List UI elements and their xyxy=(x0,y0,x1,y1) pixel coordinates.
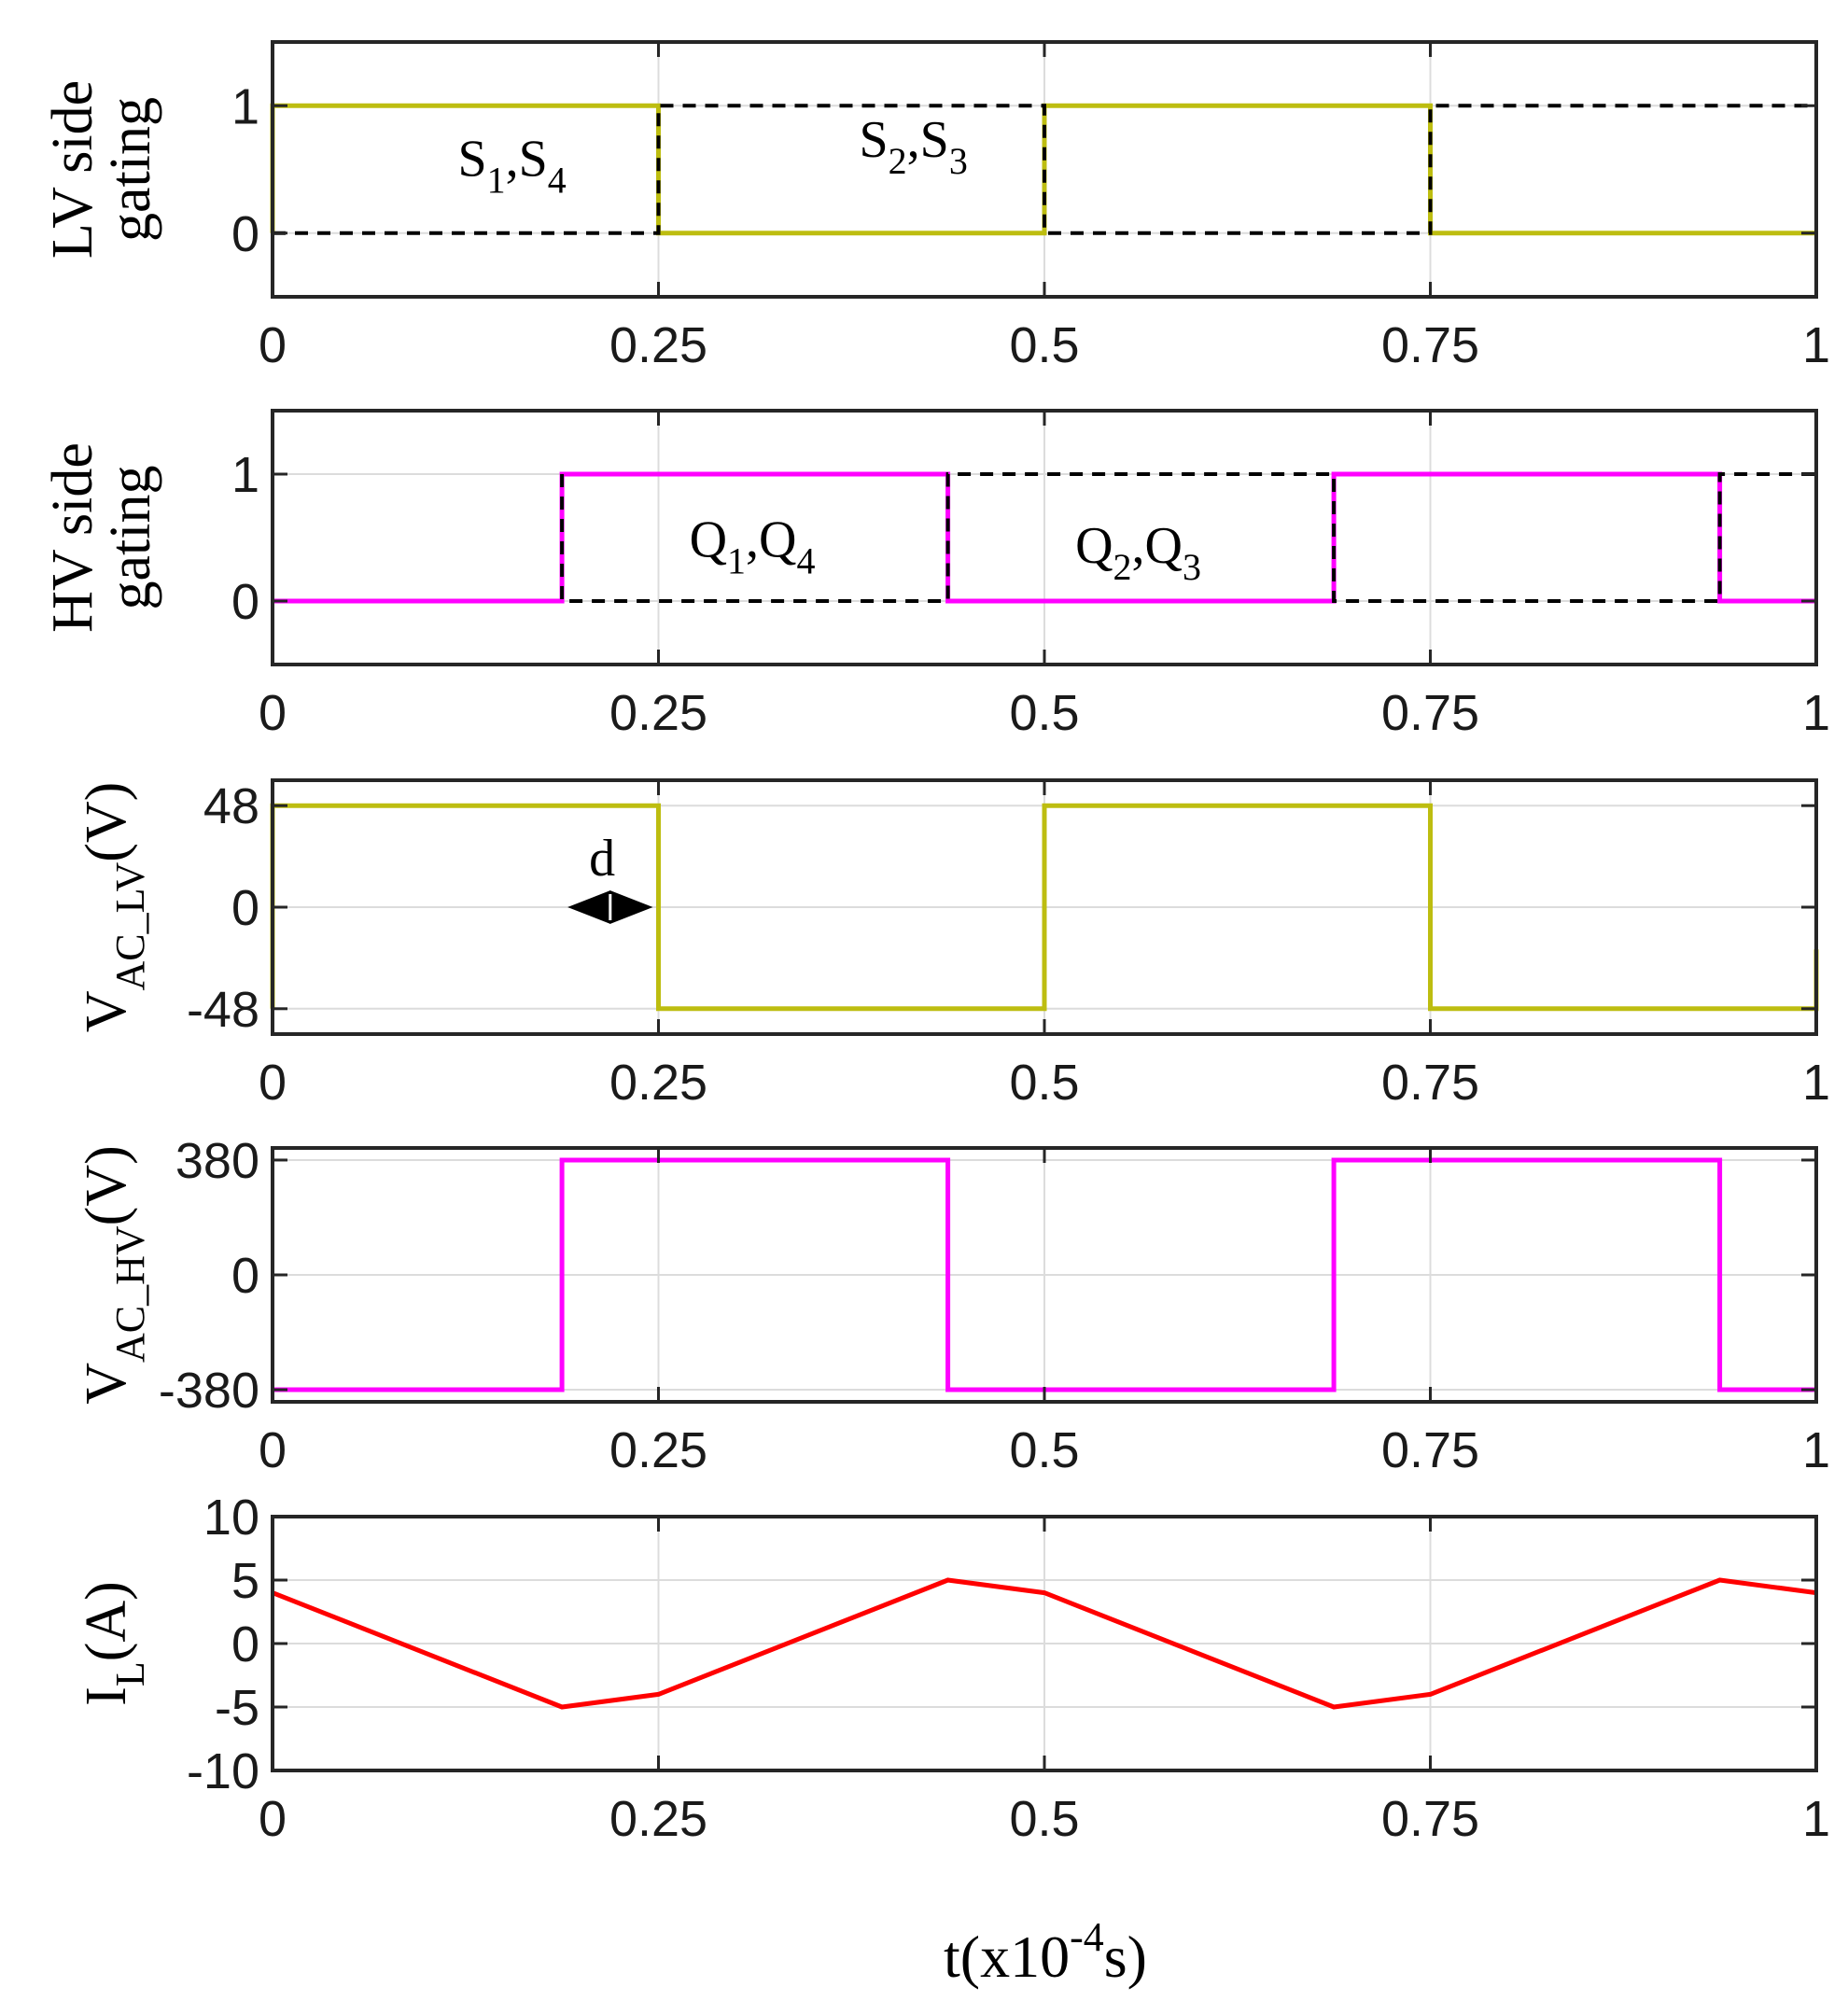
y-axis-label-line-2: gating xyxy=(99,466,162,610)
x-tick-label: 0.25 xyxy=(609,1422,707,1478)
x-tick-label: 0.5 xyxy=(1009,685,1079,741)
x-tick-label: 0.25 xyxy=(609,1791,707,1847)
x-tick-label: 0.75 xyxy=(1381,1422,1479,1478)
y-tick-label: 0 xyxy=(231,574,259,630)
annotation-part: Q xyxy=(1075,517,1113,575)
y-axis-label-part: AC_HV xyxy=(107,1225,153,1363)
y-axis-label-line-2: gating xyxy=(99,97,162,242)
x-tick-label: 0.5 xyxy=(1009,1791,1079,1847)
y-tick-label: 0 xyxy=(231,206,259,262)
duty-arrow-head-left xyxy=(567,890,611,924)
y-axis-label-part: (V) xyxy=(75,1145,138,1225)
x-tick-label: 0 xyxy=(259,1422,287,1478)
annotation-part: Q xyxy=(690,511,727,568)
x-tick-label: 1 xyxy=(1802,1422,1830,1478)
y-axis-label-part: L xyxy=(107,1661,153,1686)
x-tick-label: 0.25 xyxy=(609,1055,707,1111)
y-tick-label: 1 xyxy=(231,78,259,134)
duty-arrow-head-right xyxy=(609,890,653,924)
y-axis-label-part: (A) xyxy=(75,1581,138,1661)
y-tick-label: -48 xyxy=(187,982,259,1038)
annotation-part: S xyxy=(860,111,889,169)
x-tick-label: 1 xyxy=(1802,685,1830,741)
y-tick-label: -10 xyxy=(187,1743,259,1799)
series-2-line xyxy=(273,104,1818,235)
x-tick-label: 0.25 xyxy=(609,317,707,373)
y-tick-label: 48 xyxy=(203,778,259,834)
series-2-line xyxy=(560,472,1816,603)
x-tick-label: 1 xyxy=(1802,1055,1830,1111)
annotation-part: 2 xyxy=(889,140,907,182)
annotation-1: Q1,Q4 xyxy=(690,511,816,581)
y-axis-label: VAC_LV(V) xyxy=(75,782,153,1033)
annotation-part: ,Q xyxy=(1132,517,1183,575)
annotation-part: ,S xyxy=(506,130,548,188)
x-axis-label-tail: s) xyxy=(1104,1924,1147,1990)
y-axis-label-part: I xyxy=(75,1686,138,1706)
x-tick-label: 0.25 xyxy=(609,685,707,741)
annotation-part: 4 xyxy=(796,539,815,581)
annotation-part: 3 xyxy=(949,140,968,182)
series-1-line xyxy=(272,1577,1817,1710)
y-axis-label-line-1: HV side xyxy=(41,442,105,633)
annotation-part: ,Q xyxy=(746,511,796,568)
annotation-part: 1 xyxy=(487,159,506,201)
series-1-line xyxy=(270,103,1816,236)
y-axis-label-part: AC_LV xyxy=(107,862,153,991)
y-tick-label: -380 xyxy=(159,1363,259,1419)
x-tick-label: 0.75 xyxy=(1381,317,1479,373)
y-axis-label: IL(A) xyxy=(75,1581,153,1706)
x-tick-label: 0.75 xyxy=(1381,685,1479,741)
x-tick-label: 0 xyxy=(259,317,287,373)
y-tick-label: 1 xyxy=(231,447,259,503)
annotation-2: Q2,Q3 xyxy=(1075,517,1201,588)
y-tick-label: 380 xyxy=(175,1133,259,1189)
annotation-part: 1 xyxy=(727,539,746,581)
y-tick-label: -5 xyxy=(215,1680,259,1736)
x-tick-label: 0.75 xyxy=(1381,1055,1479,1111)
y-tick-label: 0 xyxy=(231,1248,259,1304)
series-1-line xyxy=(270,803,1819,1012)
y-axis-label-part: V xyxy=(75,990,138,1032)
x-tick-label: 0.5 xyxy=(1009,317,1079,373)
x-tick-label: 0 xyxy=(259,685,287,741)
y-tick-label: 0 xyxy=(231,880,259,936)
x-axis-label-base: t(x10 xyxy=(944,1924,1070,1990)
annotation-part: d xyxy=(589,830,615,888)
y-axis-label-part: V xyxy=(75,1363,138,1405)
x-tick-label: 0.75 xyxy=(1381,1791,1479,1847)
x-tick-label: 0 xyxy=(259,1055,287,1111)
annotation-part: 3 xyxy=(1183,546,1201,588)
y-axis-label-line-1: LV side xyxy=(41,80,105,259)
x-tick-label: 0.5 xyxy=(1009,1055,1079,1111)
annotation-1: S1,S4 xyxy=(457,130,566,201)
series-1-line xyxy=(273,1157,1816,1392)
x-tick-label: 0.5 xyxy=(1009,1422,1079,1478)
y-axis-label-part: (V) xyxy=(75,782,138,862)
annotation-part: 2 xyxy=(1113,546,1132,588)
y-tick-label: 10 xyxy=(203,1490,259,1546)
x-tick-label: 0 xyxy=(259,1791,287,1847)
annotation-part: 4 xyxy=(548,159,567,201)
annotation-2: S2,S3 xyxy=(860,111,968,182)
x-tick-label: 1 xyxy=(1802,1791,1830,1847)
y-tick-label: 0 xyxy=(231,1616,259,1672)
annotation-part: ,S xyxy=(907,111,949,169)
x-tick-label: 1 xyxy=(1802,317,1830,373)
annotation-part: S xyxy=(457,130,486,188)
annotation-1: d xyxy=(589,830,615,888)
y-tick-label: 5 xyxy=(231,1553,259,1609)
y-axis-label: VAC_HV(V) xyxy=(75,1145,153,1405)
x-axis-label: t(x10-4s) xyxy=(944,1914,1147,1990)
x-axis-label-exponent: -4 xyxy=(1070,1914,1104,1960)
